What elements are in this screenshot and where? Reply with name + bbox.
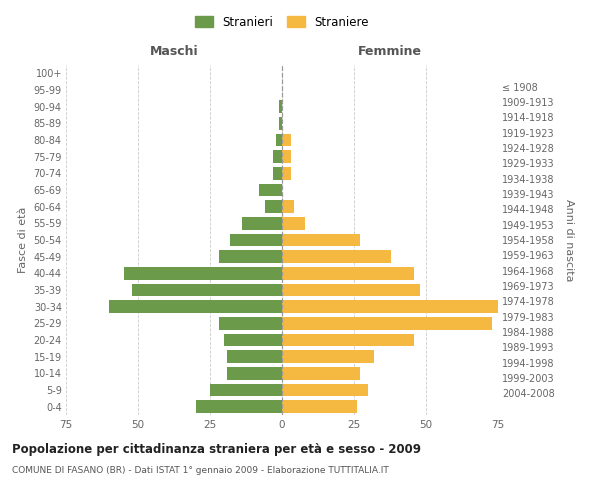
Bar [282, 167, 290, 179]
Bar [210, 384, 282, 396]
Bar [227, 350, 282, 363]
Bar [218, 317, 282, 330]
Y-axis label: Fasce di età: Fasce di età [18, 207, 28, 273]
Text: COMUNE DI FASANO (BR) - Dati ISTAT 1° gennaio 2009 - Elaborazione TUTTITALIA.IT: COMUNE DI FASANO (BR) - Dati ISTAT 1° ge… [12, 466, 389, 475]
Bar [224, 334, 282, 346]
Bar [196, 400, 282, 413]
Bar [282, 217, 305, 230]
Legend: Stranieri, Straniere: Stranieri, Straniere [190, 11, 374, 34]
Bar [282, 400, 357, 413]
Bar [274, 150, 282, 163]
Bar [274, 167, 282, 179]
Bar [265, 200, 282, 213]
Bar [282, 134, 290, 146]
Bar [282, 334, 415, 346]
Bar [279, 100, 282, 113]
Text: Popolazione per cittadinanza straniera per età e sesso - 2009: Popolazione per cittadinanza straniera p… [12, 442, 421, 456]
Bar [282, 284, 420, 296]
Bar [282, 350, 374, 363]
Text: Maschi: Maschi [149, 46, 199, 59]
Bar [282, 200, 293, 213]
Bar [282, 234, 360, 246]
Bar [259, 184, 282, 196]
Bar [282, 250, 391, 263]
Bar [124, 267, 282, 280]
Bar [230, 234, 282, 246]
Bar [109, 300, 282, 313]
Bar [282, 384, 368, 396]
Bar [282, 367, 360, 380]
Bar [276, 134, 282, 146]
Y-axis label: Anni di nascita: Anni di nascita [565, 198, 574, 281]
Bar [282, 267, 415, 280]
Bar [132, 284, 282, 296]
Text: Femmine: Femmine [358, 46, 422, 59]
Bar [227, 367, 282, 380]
Bar [282, 150, 290, 163]
Bar [279, 117, 282, 130]
Bar [242, 217, 282, 230]
Bar [282, 300, 498, 313]
Bar [218, 250, 282, 263]
Bar [282, 317, 492, 330]
